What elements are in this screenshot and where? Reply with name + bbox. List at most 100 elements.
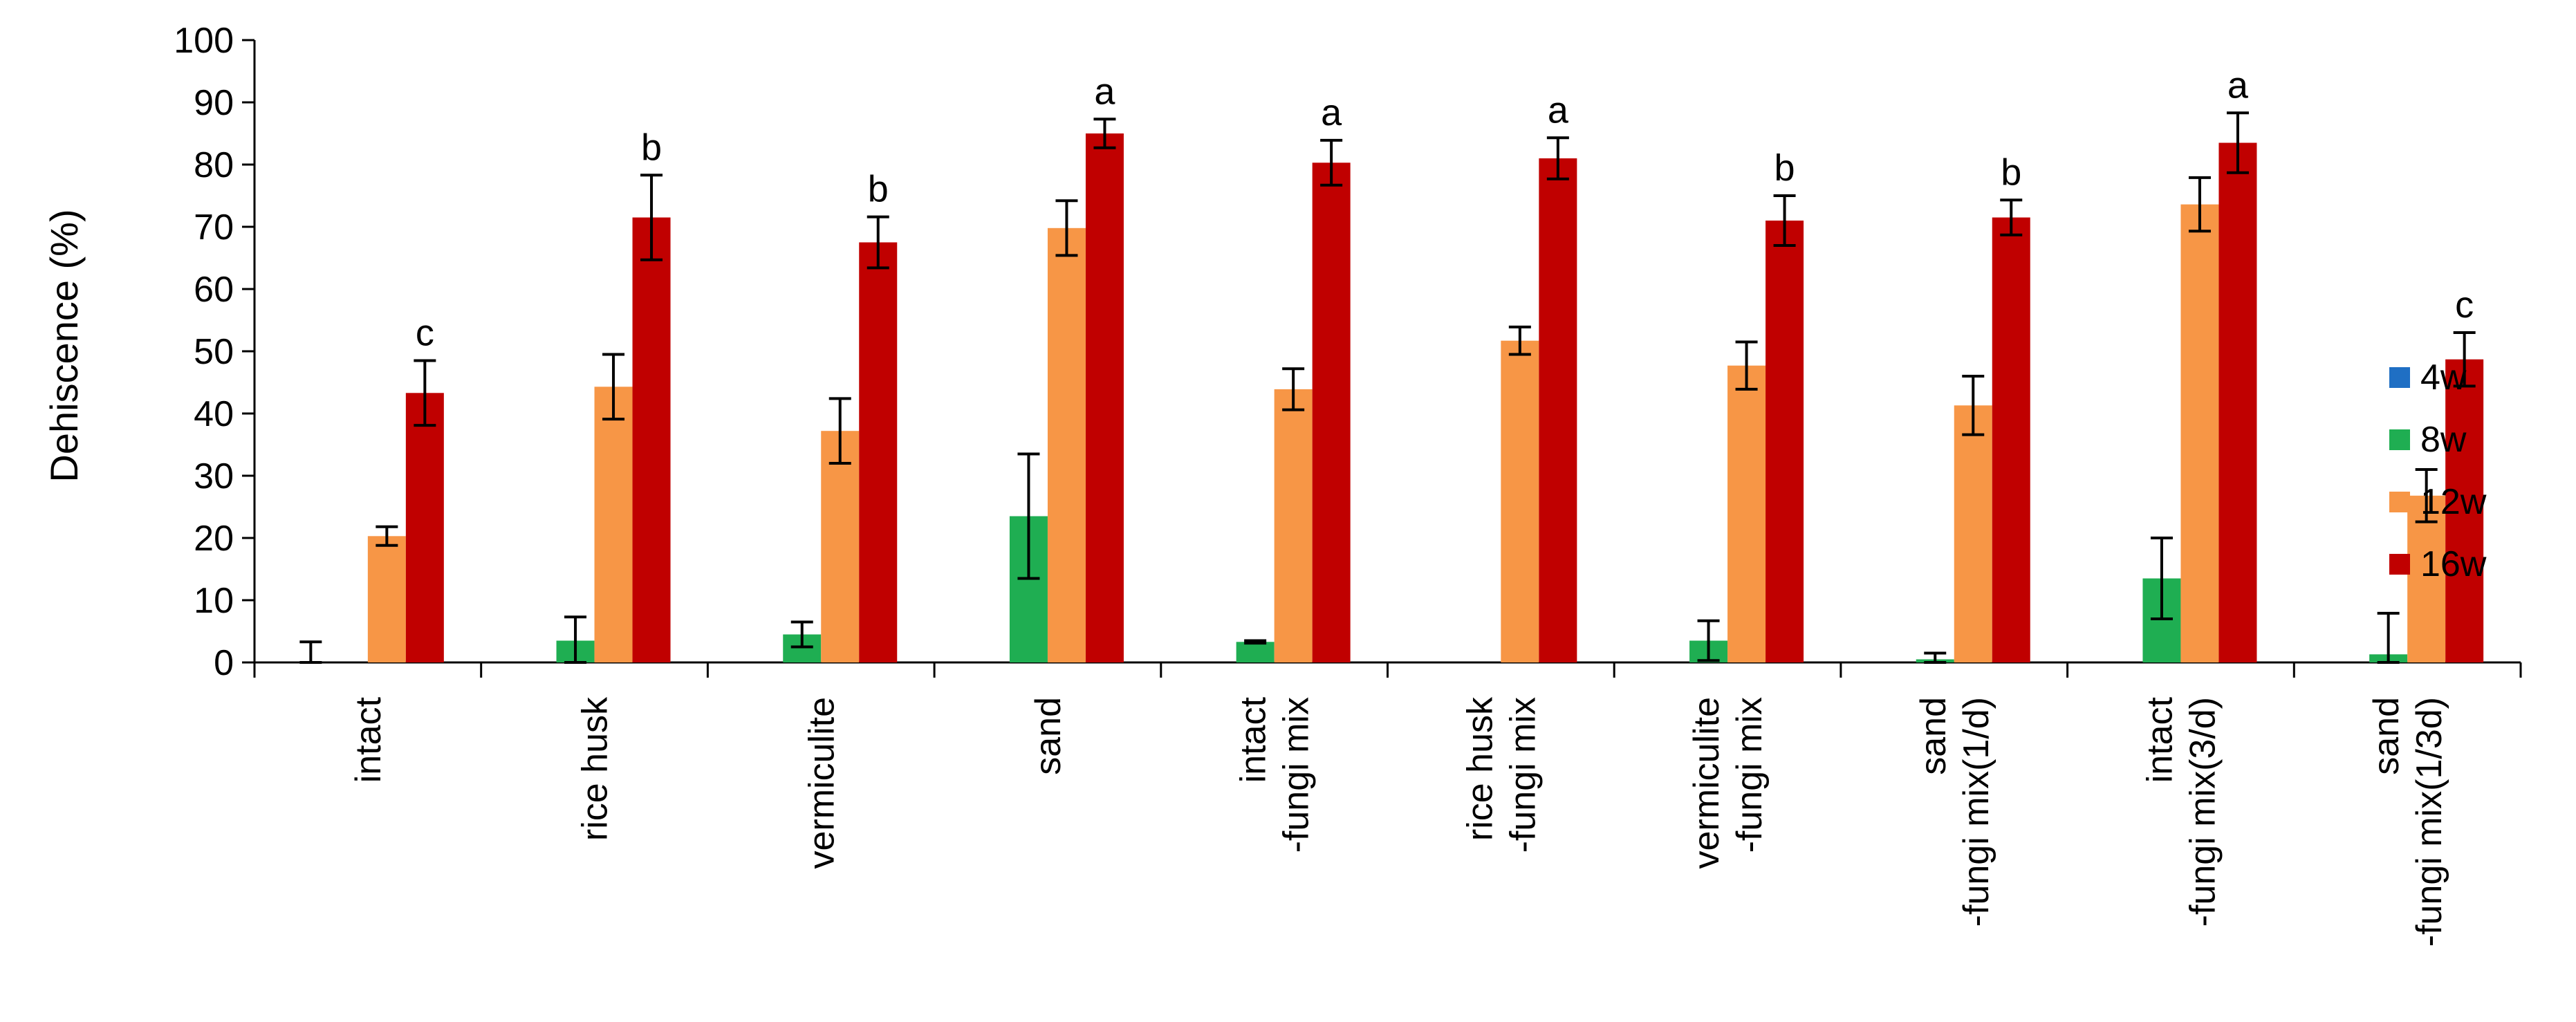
error-bars-group	[299, 111, 2476, 664]
y-axis: 0 10 20 30 40 50 60 70 80 90 100	[174, 21, 256, 683]
legend-swatch	[2389, 492, 2410, 512]
y-tick-label: 30	[194, 456, 234, 496]
error-bar-12w-4	[1282, 367, 1305, 411]
error-bar-8w-7	[1924, 651, 1947, 664]
bar-16w-8	[2218, 142, 2257, 662]
bar-12w-8	[2180, 204, 2219, 663]
y-tick-label: 90	[194, 83, 234, 123]
legend-swatch	[2389, 554, 2410, 575]
legend-item-12w: 12w	[2389, 482, 2487, 522]
y-axis-title: Dehiscence (%)	[42, 209, 86, 482]
error-bar-16w-4	[1320, 138, 1343, 187]
error-bar-12w-0	[376, 525, 398, 547]
category-label: -fungi mix	[1730, 697, 1770, 853]
bar-12w-4	[1274, 389, 1313, 662]
category-label: sand	[1028, 697, 1068, 775]
significance-letter: b	[641, 127, 662, 168]
category-label: -fungi mix(1/d)	[1956, 697, 1996, 927]
error-bar-8w-2	[790, 620, 813, 649]
category-label: sand	[2366, 697, 2407, 775]
error-bar-16w-8	[2226, 111, 2249, 174]
error-bar-12w-5	[1508, 325, 1531, 356]
legend: 4w 8w 12w 16w	[2389, 357, 2487, 584]
category-label: -fungi mix	[1277, 697, 1317, 853]
significance-letter: c	[416, 313, 434, 354]
bars-group	[367, 133, 2484, 663]
significance-letter: b	[868, 169, 889, 210]
bar-12w-6	[1727, 365, 1766, 662]
significance-letter: c	[2455, 284, 2474, 326]
error-bar-4w-0	[299, 640, 322, 664]
bar-16w-5	[1539, 158, 1577, 662]
category-label: -fungi mix	[1503, 697, 1543, 853]
error-bar-12w-1	[602, 353, 625, 421]
bar-12w-7	[1954, 405, 1992, 662]
error-bar-16w-5	[1546, 136, 1569, 180]
error-bar-12w-3	[1055, 199, 1078, 257]
y-tick-label: 70	[194, 207, 234, 248]
y-tick-label: 0	[214, 643, 234, 683]
error-bar-16w-2	[867, 215, 889, 270]
bar-16w-4	[1312, 162, 1351, 663]
bar-12w-2	[821, 431, 860, 662]
y-tick-label: 20	[194, 519, 234, 559]
category-label: intact	[349, 696, 389, 783]
category-label: -fungi mix(1/3d)	[2409, 697, 2449, 947]
error-bar-12w-2	[828, 397, 851, 465]
significance-letter: a	[1321, 92, 1342, 133]
significance-letters-group: c b b a a a b b a c	[416, 64, 2474, 353]
legend-swatch	[2389, 367, 2410, 388]
bar-8w-4	[1236, 642, 1275, 662]
legend-swatch	[2389, 429, 2410, 450]
category-label: -fungi mix(3/d)	[2183, 697, 2223, 927]
error-bar-16w-1	[640, 174, 663, 261]
bar-16w-3	[1085, 133, 1124, 662]
legend-item-16w: 16w	[2389, 544, 2487, 584]
bar-12w-5	[1501, 340, 1539, 662]
bar-16w-1	[632, 217, 671, 662]
error-bar-16w-3	[1093, 118, 1116, 149]
significance-letter: b	[2001, 151, 2021, 193]
error-bar-12w-7	[1962, 375, 1985, 436]
error-bar-8w-9	[2377, 611, 2400, 664]
category-label: rice husk	[1460, 696, 1500, 841]
y-tick-label: 50	[194, 332, 234, 372]
significance-letter: a	[2227, 64, 2249, 106]
error-bar-8w-4	[1244, 639, 1267, 645]
bar-16w-9	[2445, 359, 2484, 662]
legend-label: 4w	[2420, 357, 2467, 398]
category-label: sand	[1914, 697, 1954, 775]
significance-letter: b	[1775, 147, 1795, 189]
category-label: vermiculite	[1687, 697, 1727, 869]
y-tick-label: 40	[194, 394, 234, 434]
error-bar-12w-6	[1735, 340, 1758, 391]
y-tick-label: 60	[194, 270, 234, 310]
x-axis	[253, 661, 2522, 678]
legend-label: 16w	[2420, 544, 2487, 584]
category-label: intact	[2140, 696, 2180, 783]
category-labels-group: intact rice husk vermiculite sand intact -fun…	[349, 696, 2449, 947]
bar-16w-0	[405, 393, 444, 662]
error-bar-8w-6	[1697, 619, 1720, 662]
error-bar-8w-3	[1017, 452, 1040, 580]
y-tick-label: 80	[194, 145, 234, 185]
y-tick-label: 100	[174, 21, 234, 61]
bar-12w-1	[594, 387, 633, 662]
error-bar-16w-0	[414, 359, 436, 427]
bar-12w-9	[2407, 495, 2446, 662]
legend-label: 12w	[2420, 482, 2487, 522]
category-label: vermiculite	[801, 697, 842, 869]
bar-16w-7	[1992, 217, 2030, 662]
error-bar-8w-8	[2150, 537, 2173, 620]
category-label: intact	[1234, 696, 1274, 783]
significance-letter: a	[1094, 71, 1115, 112]
error-bar-12w-9	[2415, 468, 2438, 523]
legend-item-8w: 8w	[2389, 420, 2467, 460]
legend-label: 8w	[2420, 420, 2467, 460]
bar-12w-0	[367, 536, 406, 662]
y-tick-label: 10	[194, 581, 234, 621]
error-bar-16w-9	[2453, 331, 2476, 388]
error-bar-16w-7	[2000, 198, 2023, 236]
error-bar-8w-1	[564, 615, 587, 664]
